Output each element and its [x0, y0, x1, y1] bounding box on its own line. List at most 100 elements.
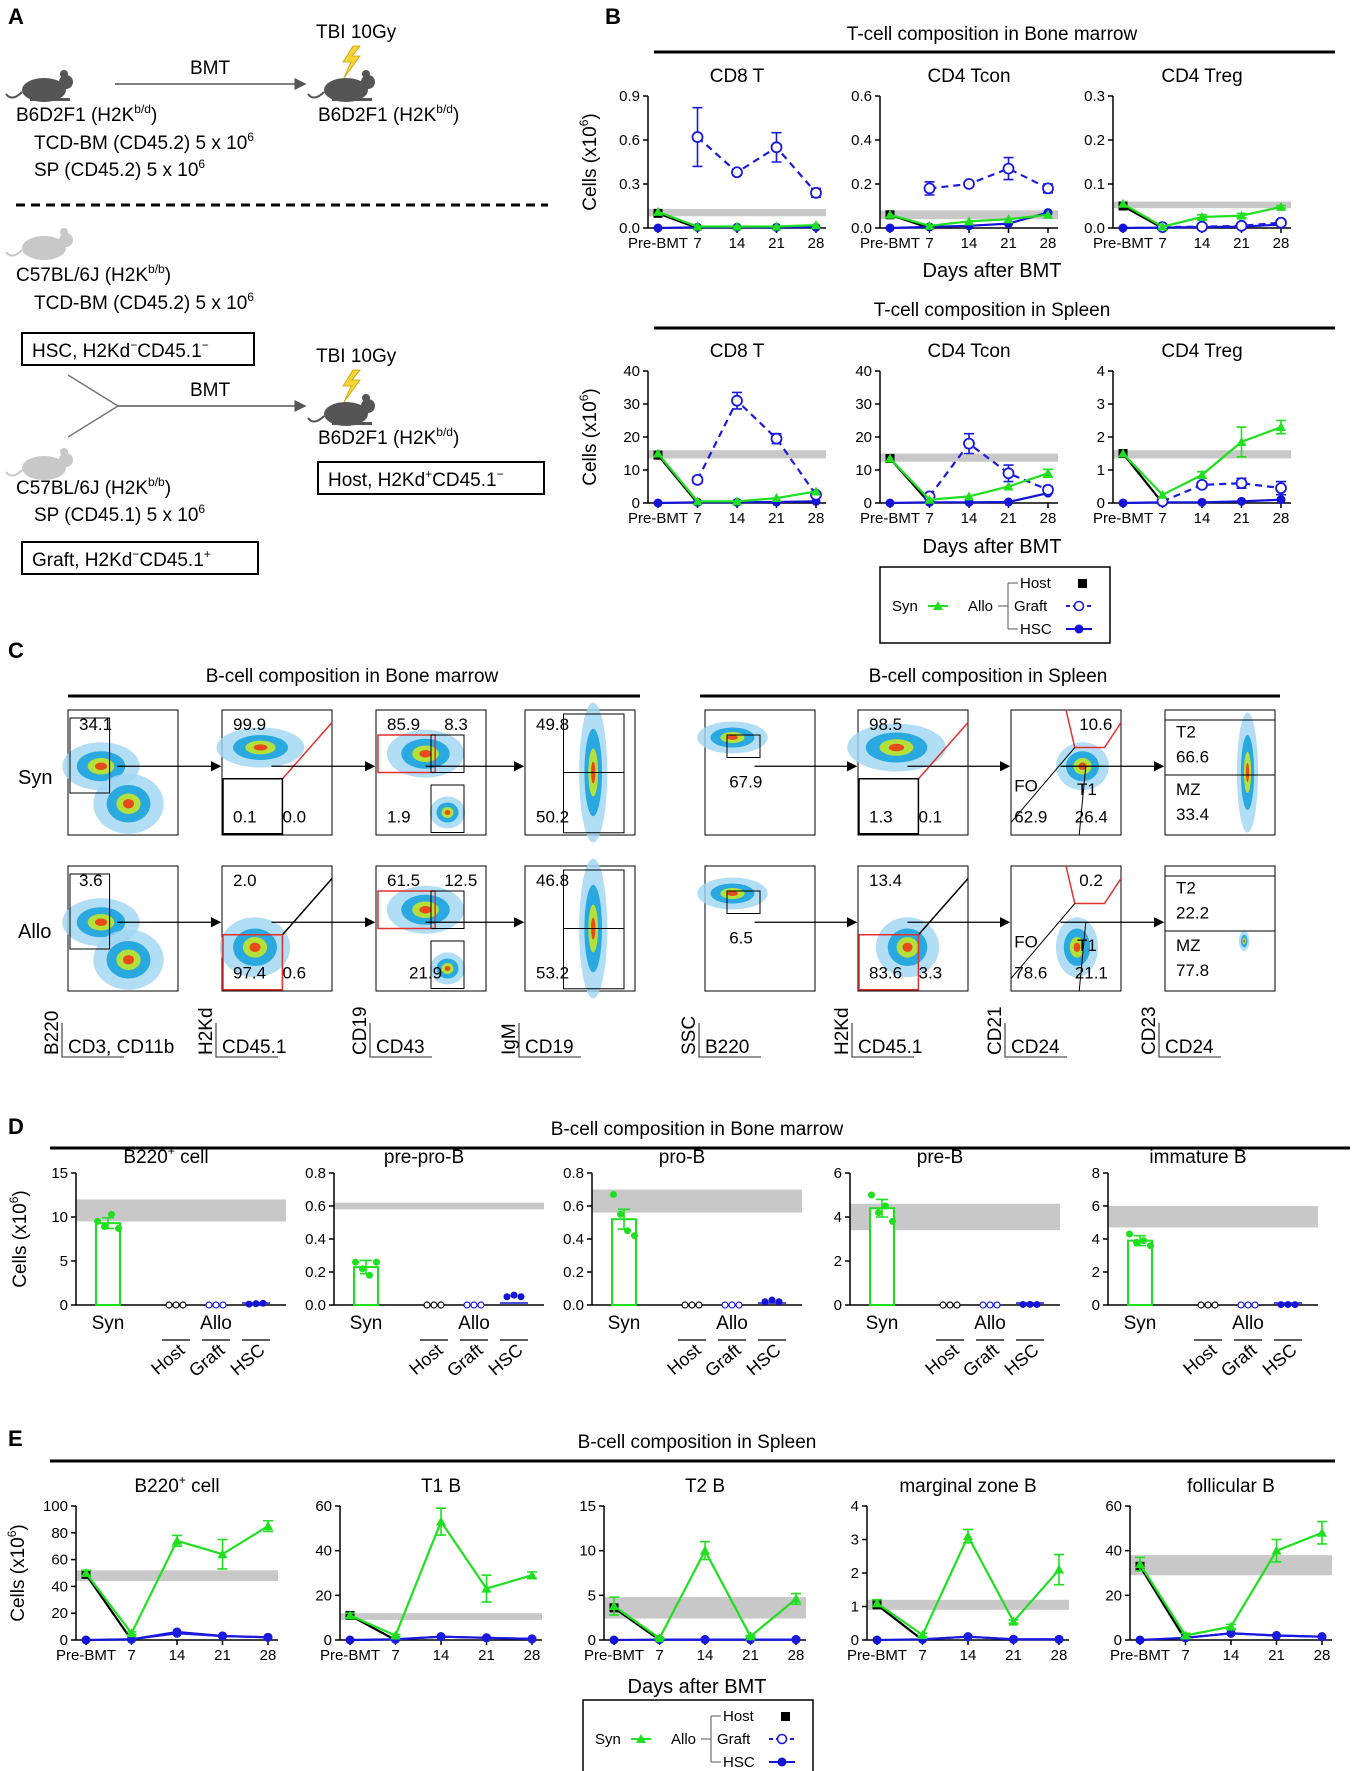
chart-title-main: follicular B: [1187, 1476, 1275, 1497]
legend-bracket: [998, 582, 1018, 630]
category-label: Host: [663, 1340, 704, 1379]
x-tick-label: 14: [960, 1647, 977, 1664]
legend-box: [582, 1699, 814, 1771]
syn-point: [868, 1191, 875, 1199]
group-title: T-cell composition in Bone marrow: [847, 24, 1138, 45]
gate: [69, 717, 111, 794]
syn-point: [263, 1521, 273, 1531]
x-tick-label: 14: [1223, 1647, 1240, 1664]
y-tick-label: 0.3: [1084, 88, 1105, 105]
graft-point: [791, 1635, 801, 1645]
chart-title: CD4 Treg: [1161, 66, 1242, 87]
y-tick-label: 0.2: [563, 1264, 584, 1281]
reference-band: [880, 453, 1058, 462]
graft-point: [691, 131, 704, 143]
graft-donor-line: SP (CD45.1) 5 x 106: [34, 502, 205, 526]
graft-point: [1272, 1631, 1281, 1641]
gate-value: 78.6: [1014, 964, 1047, 983]
graft-point: [1002, 162, 1015, 175]
flow-plot: 46.8 53.2: [524, 858, 636, 999]
gate-value: 0.1: [233, 808, 257, 827]
x-tick-label: 21: [742, 1647, 759, 1664]
x-tick-label: 14: [729, 510, 746, 527]
legend-syn-marker: [933, 601, 943, 610]
gate-value: 21.9: [409, 964, 442, 983]
y-tick-label: 3: [1097, 396, 1105, 413]
gate-value: 33.4: [1176, 805, 1209, 824]
y-tick-label: 30: [855, 396, 872, 413]
legend-host-marker: [781, 1712, 790, 1721]
bar-chart: pre-pro-B 0.0 0.2 0.4 0.6 0.8 Syn Allo HostGraft…: [305, 1147, 544, 1381]
host-box-label: Host, H2Kd+CD45.1−: [328, 467, 504, 491]
syn-point: [885, 209, 895, 219]
panel-e-title: B-cell composition in Spleen: [578, 1432, 817, 1453]
hsc-point: [1135, 1635, 1145, 1645]
gate-value: MZ: [1176, 780, 1201, 799]
flow-axis-lines: [1004, 1023, 1067, 1058]
gate: [858, 778, 920, 835]
x-tick-label: 7: [693, 510, 701, 527]
syn-point: [115, 1224, 122, 1232]
hsc-point: [1118, 498, 1128, 508]
reference-band: [867, 1599, 1069, 1610]
x-tick-label: 21: [478, 1647, 495, 1664]
syn-point: [964, 491, 974, 501]
y-tick-label: 3: [851, 1532, 859, 1549]
chart-title-rest: cell: [175, 1147, 209, 1168]
syn-point: [1118, 198, 1128, 208]
graft-point: [1235, 219, 1248, 232]
y-tick-label: 0: [60, 1632, 68, 1649]
syn-point: [1133, 1238, 1140, 1246]
graft-point: [482, 1633, 491, 1643]
hsc-point: [1033, 1301, 1041, 1309]
y-tick-label: 2: [834, 1253, 842, 1270]
chart-title: pre-pro-B: [384, 1147, 464, 1168]
chart-title-rest: cell: [186, 1476, 220, 1497]
graft-point: [1042, 182, 1054, 195]
category-label: Host: [405, 1340, 446, 1379]
flow-axis-lines: [851, 1023, 914, 1058]
flow-axis-lines: [698, 1023, 761, 1058]
x-tick-label: Pre-BMT: [1093, 235, 1153, 252]
hsc-box-label: HSC, H2Kd−CD45.1−: [32, 338, 209, 362]
syn-point: [1226, 1621, 1236, 1631]
flow-plot: 98.5 1.3 0.1: [847, 709, 1011, 836]
x-tick-label: 28: [260, 1647, 277, 1664]
gate: [430, 734, 465, 773]
x-tick-label: 28: [524, 1647, 541, 1664]
merge-lines: [67, 374, 120, 438]
graft-point: [963, 178, 975, 190]
y-label-close: ): [10, 1190, 31, 1196]
x-tick-label: 21: [1268, 1647, 1285, 1664]
chart-title-main: T1 B: [421, 1476, 461, 1497]
x-tick-label: 28: [1040, 235, 1057, 252]
line-chart: CD8 T 0.0 0.3 0.6 0.9 Pre-BMT 7 14 21 28 Cells (x1…: [577, 66, 826, 252]
gate: [430, 784, 465, 833]
x-tick-label: 28: [788, 1647, 805, 1664]
syn-point: [1180, 1630, 1191, 1640]
y-tick-label: 0.0: [1084, 220, 1105, 237]
chart-title: B220+ cell: [123, 1144, 208, 1168]
category-label: HSC: [743, 1340, 785, 1380]
density-core: [727, 735, 738, 740]
gate-value: 6.5: [729, 929, 753, 948]
y-tick-label: 10: [855, 462, 872, 479]
y-tick-label: 0.2: [851, 176, 872, 193]
gate: [563, 713, 625, 834]
flow-y-label: H2Kd: [832, 1007, 853, 1055]
graft-point: [770, 141, 783, 154]
y-tick-label: 0.4: [851, 132, 872, 149]
gate-value: 21.1: [1075, 964, 1108, 983]
syn-point: [1197, 469, 1207, 479]
y-tick-label: 0.8: [563, 1165, 584, 1182]
hsc-point: [510, 1291, 518, 1299]
y-tick-label: 0: [1114, 1632, 1122, 1649]
flow-axis-lines: [61, 1023, 124, 1058]
y-tick-label: 0: [60, 1297, 68, 1314]
y-tick-label: 0.4: [305, 1231, 326, 1248]
mouse-icon: [307, 70, 375, 102]
x-tick-label: 14: [697, 1647, 714, 1664]
x-tick-label: 14: [729, 235, 746, 252]
